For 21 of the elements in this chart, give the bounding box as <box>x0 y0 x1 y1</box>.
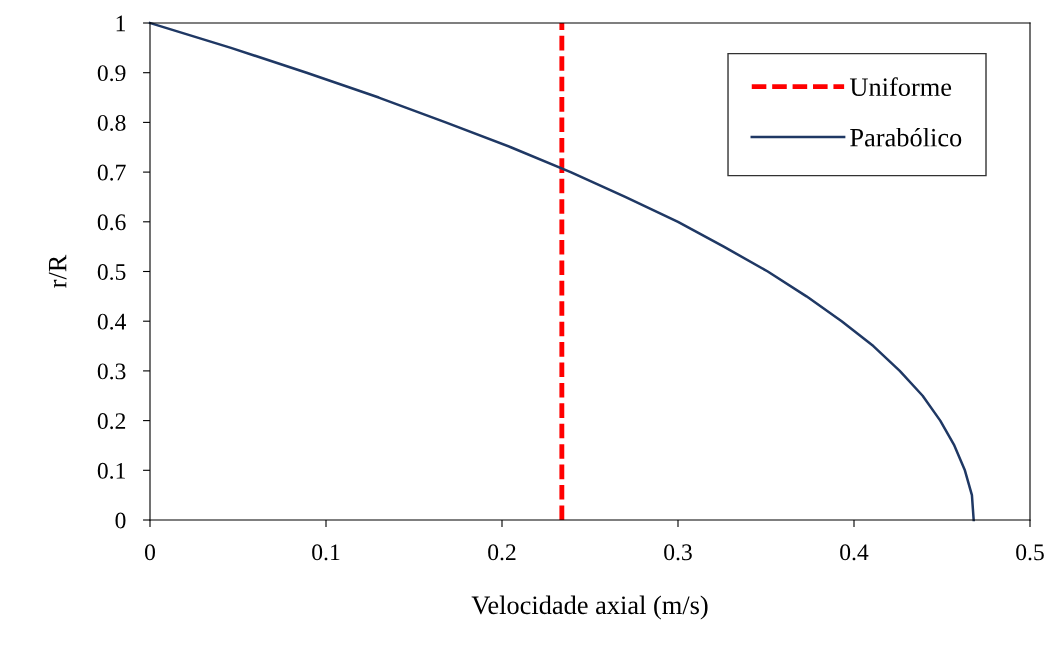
y-tick-label: 1 <box>116 15 125 32</box>
legend-label: Parabólico <box>850 127 962 147</box>
x-axis-title: Velocidade axial (m/s) <box>471 595 708 620</box>
y-tick-label: 0.2 <box>97 413 126 430</box>
y-tick-label: 0.3 <box>97 363 126 380</box>
x-tick-label: 0.4 <box>840 544 869 561</box>
y-tick-label: 0.4 <box>97 313 127 330</box>
x-tick-label: 0 <box>145 544 155 561</box>
y-tick-label: 0 <box>115 512 126 529</box>
legend-label: Uniforme <box>849 77 952 97</box>
x-tick-label: 0.1 <box>312 544 340 561</box>
y-tick-label: 0.5 <box>97 263 126 281</box>
x-tick-label: 0.2 <box>488 544 516 561</box>
y-axis-title: r/R <box>48 254 67 288</box>
x-tick-label: 0.3 <box>664 544 692 561</box>
y-tick-label: 0.1 <box>97 462 125 479</box>
x-tick-label: 0.5 <box>1016 544 1044 561</box>
y-tick-label: 0.9 <box>97 65 126 82</box>
y-tick-label: 0.8 <box>97 114 126 131</box>
y-tick-label: 0.6 <box>97 214 126 231</box>
y-tick-label: 0.7 <box>97 164 126 181</box>
